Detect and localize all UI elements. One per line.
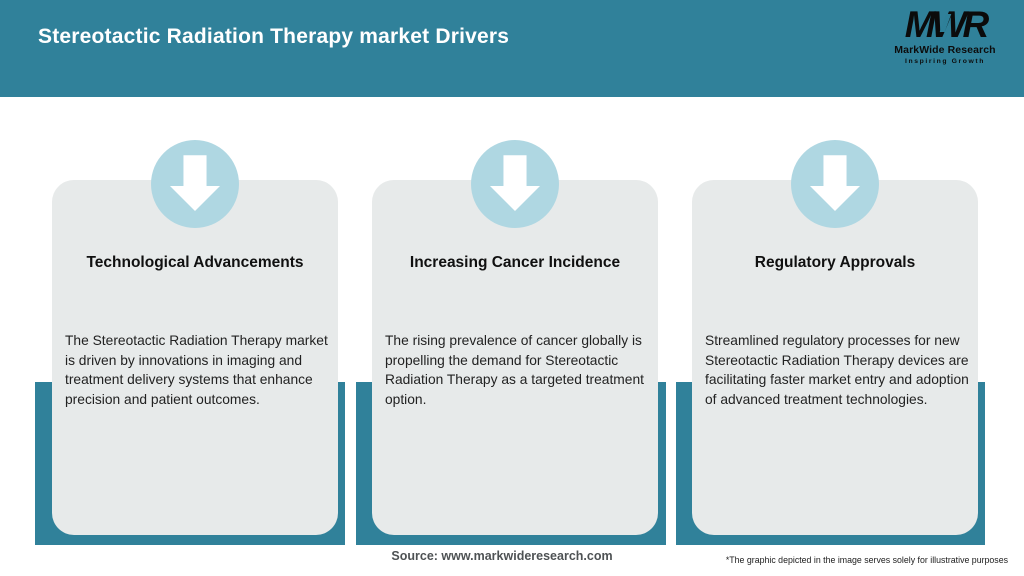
driver-card-increasing-cancer-incidence: Increasing Cancer Incidence The rising p…: [372, 180, 658, 535]
card-title: Technological Advancements: [86, 254, 304, 271]
down-arrow-icon: [151, 140, 239, 228]
card-title: Increasing Cancer Incidence: [409, 254, 621, 271]
header-bar: Stereotactic Radiation Therapy market Dr…: [0, 0, 1024, 97]
driver-card-technological-advancements: Technological Advancements The Stereotac…: [52, 180, 338, 535]
logo-monogram-wrap: MWR: [905, 6, 989, 43]
card-title: Regulatory Approvals: [754, 254, 916, 271]
source-text: Source: www.markwideresearch.com: [391, 549, 613, 563]
down-arrow-icon: [471, 140, 559, 228]
markwide-logo: MWR MarkWide Research Inspiring Growth: [882, 6, 1008, 65]
card-body: The Stereotactic Radiation Therapy marke…: [65, 333, 328, 407]
logo-tagline: Inspiring Growth: [905, 58, 985, 65]
down-arrow-icon: [791, 140, 879, 228]
page-title: Stereotactic Radiation Therapy market Dr…: [38, 25, 510, 48]
card-body: Streamlined regulatory processes for new…: [705, 333, 969, 407]
card-body: The rising prevalence of cancer globally…: [385, 333, 644, 407]
disclaimer-text: *The graphic depicted in the image serve…: [725, 555, 1008, 565]
logo-name: MarkWide Research: [894, 44, 996, 56]
driver-card-regulatory-approvals: Regulatory Approvals Streamlined regulat…: [692, 180, 978, 535]
